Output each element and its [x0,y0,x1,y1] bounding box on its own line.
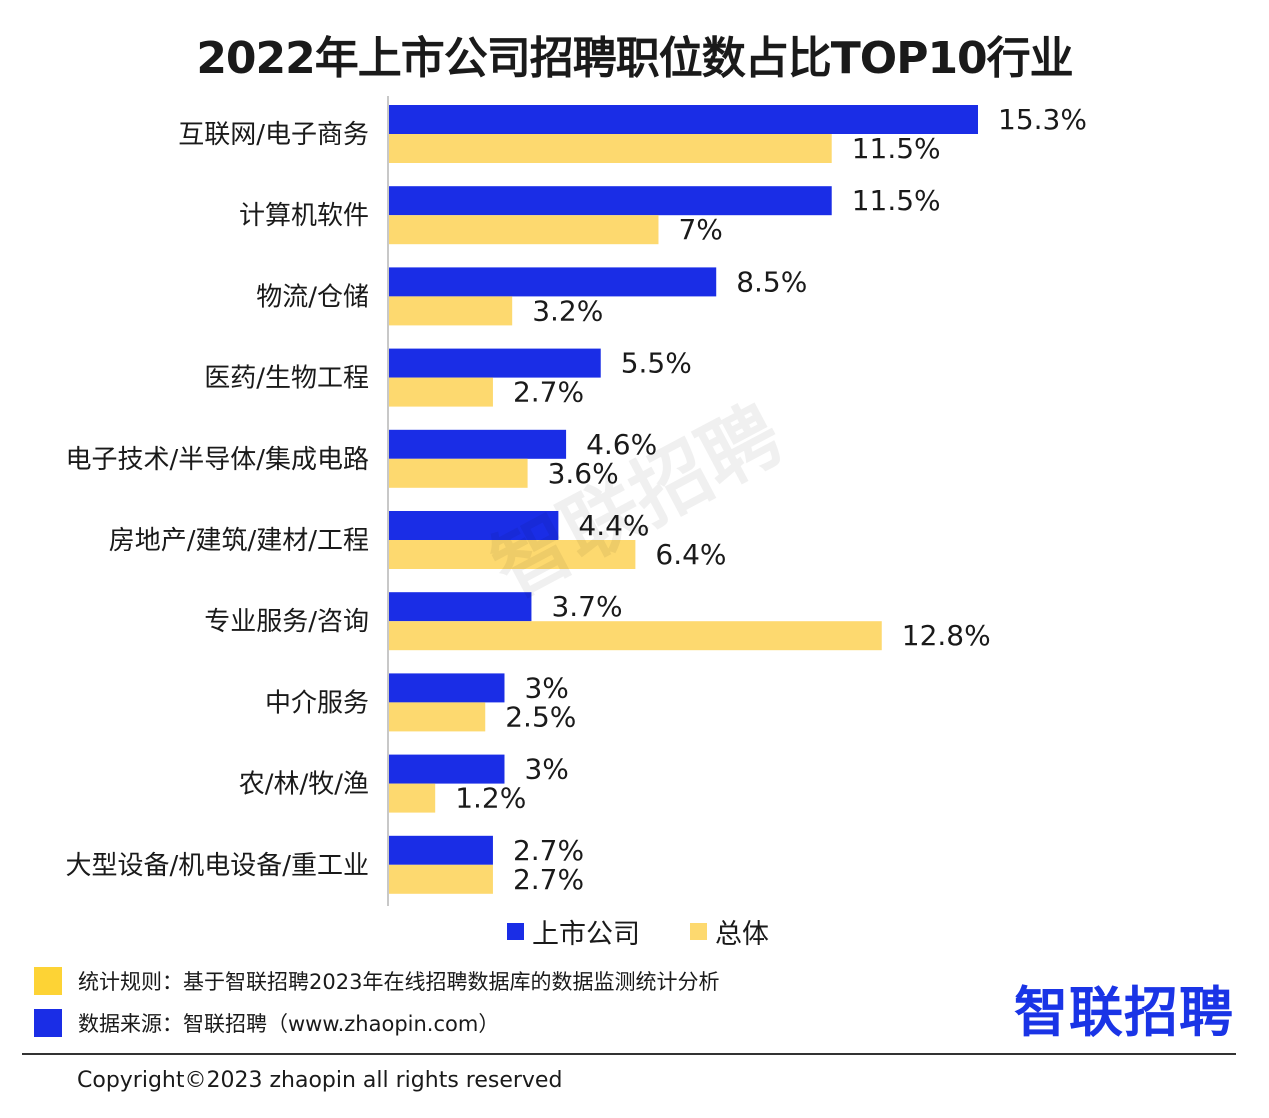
data-label-listed: 3% [524,671,568,704]
category-label: 物流/仓储 [256,282,369,312]
data-label-overall: 2.7% [513,863,584,896]
footnote-rule-square [34,967,62,995]
category-label: 计算机软件 [239,201,369,231]
data-label-overall: 2.5% [505,700,576,733]
legend-swatch-listed [507,923,524,940]
category-label: 电子技术/半导体/集成电路 [65,445,369,475]
bar-listed [389,105,978,134]
bar-listed [389,348,601,378]
data-label-overall: 3.6% [548,457,619,490]
footnote-rule-text: 统计规则：基于智联招聘2023年在线招聘数据库的数据监测统计分析 [78,970,720,994]
bar-overall [389,783,436,813]
bar-overall [389,621,882,651]
category-label: 农/林/牧/渔 [239,770,369,800]
bar-overall [389,296,513,326]
bar-listed [389,429,567,459]
data-label-overall: 1.2% [455,782,526,815]
category-label: 中介服务 [265,688,369,718]
data-label-listed: 4.6% [586,428,657,461]
bar-overall [389,215,659,245]
data-label-listed: 4.4% [578,509,649,542]
data-label-overall: 6.4% [655,538,726,571]
category-label: 互联网/电子商务 [178,120,369,150]
footnote-source: 数据来源：智联招聘（www.zhaopin.com） [34,1008,499,1038]
data-label-listed: 11.5% [852,184,941,217]
chart-title: 2022年上市公司招聘职位数占比TOP10行业 [196,33,1073,84]
data-label-listed: 15.3% [998,103,1087,136]
legend-item-listed: 上市公司 [507,912,640,951]
category-label: 专业服务/咨询 [204,607,369,637]
copyright-text: Copyright©2023 zhaopin all rights reserv… [77,1068,563,1093]
data-label-overall: 11.5% [852,132,941,165]
data-label-overall: 3.2% [532,294,603,327]
data-label-listed: 8.5% [736,265,807,298]
category-label: 医药/生物工程 [204,364,369,394]
chart-legend: 上市公司 总体 [0,912,1269,952]
footer-divider [22,1053,1236,1055]
bar-overall [389,458,528,488]
footnote-source-square [34,1009,62,1037]
data-label-overall: 2.7% [513,376,584,409]
category-label: 大型设备/机电设备/重工业 [65,851,369,881]
bar-listed [389,673,505,703]
legend-swatch-overall [690,923,707,940]
data-label-overall: 7% [678,213,722,246]
legend-label-overall: 总体 [715,919,769,950]
footnote-source-text: 数据来源：智联招聘（www.zhaopin.com） [78,1012,500,1036]
data-label-overall: 12.8% [902,619,991,652]
legend-item-overall: 总体 [690,912,769,951]
data-label-listed: 5.5% [621,347,692,380]
bar-listed [389,592,532,622]
bar-chart: 互联网/电子商务 15.3% 11.5% 计算机软件 11.5% 7% 物流/仓储 8.5% 3… [65,96,1087,906]
bar-listed [389,267,717,297]
bar-overall [389,377,493,407]
footnote-rule: 统计规则：基于智联招聘2023年在线招聘数据库的数据监测统计分析 [34,966,719,996]
category-label: 房地产/建筑/建材/工程 [109,526,369,556]
bar-listed [389,511,559,540]
data-label-listed: 3% [524,753,568,786]
data-label-listed: 3.7% [551,590,622,623]
legend-label-listed: 上市公司 [532,919,640,950]
zhaopin-logo: 智联招聘 [1014,981,1234,1044]
bar-listed [389,754,505,784]
bar-listed [389,835,493,865]
bar-listed [389,186,832,216]
bar-overall [389,864,493,894]
bar-overall [389,134,832,163]
bar-overall [389,540,636,569]
data-label-listed: 2.7% [513,834,584,867]
bar-overall [389,702,486,732]
